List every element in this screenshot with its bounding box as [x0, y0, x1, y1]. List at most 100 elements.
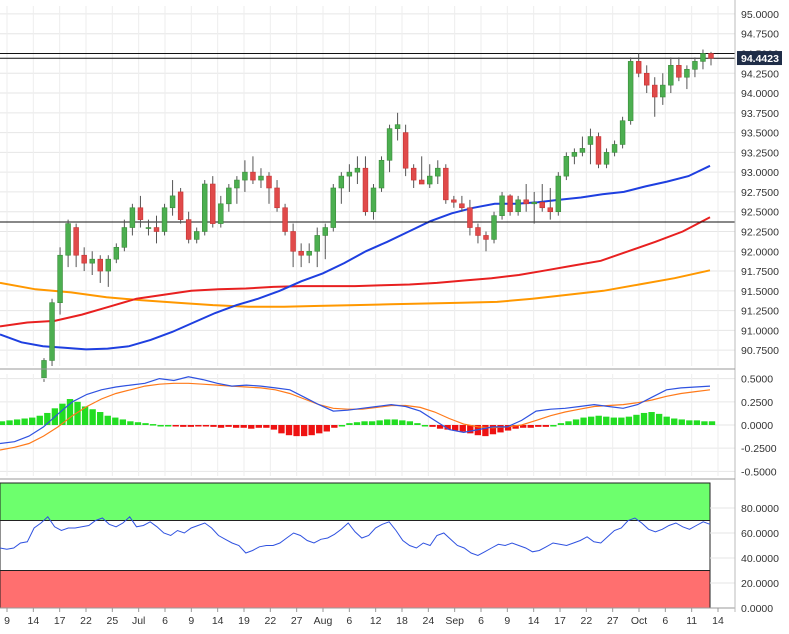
macd-histogram-bar: [535, 425, 542, 427]
candle: [515, 195, 521, 216]
rsi-y-axis: 80.0000 60.0000 40.0000 20.0000 0.0000: [741, 503, 779, 615]
macd-histogram-bar: [225, 425, 232, 427]
candle-body: [692, 61, 698, 70]
candle: [378, 156, 385, 192]
candle: [145, 219, 152, 236]
macd-histogram-bar: [467, 425, 474, 434]
candle: [619, 116, 626, 149]
x-tick-label: 27: [291, 615, 303, 627]
macd-histogram-bar: [572, 419, 580, 425]
macd-histogram-bar: [459, 425, 466, 432]
macd-histogram-bar: [323, 425, 330, 432]
candle: [660, 73, 666, 105]
macd-histogram-bar: [580, 417, 587, 425]
candle-body: [668, 65, 674, 86]
macd-tick-label: 0.5000: [741, 374, 773, 386]
candle-body: [483, 235, 489, 240]
macd-histogram-bar: [497, 425, 504, 433]
candle-body: [402, 132, 409, 169]
price-tick-label: 92.5000: [741, 207, 779, 219]
macd-histogram-bar: [74, 401, 81, 425]
macd-histogram-bar: [142, 423, 149, 425]
candle: [523, 184, 529, 212]
candle: [418, 156, 425, 185]
macd-histogram-bar: [180, 425, 187, 427]
macd-histogram-bar: [693, 420, 701, 425]
candle: [193, 227, 200, 244]
candle-body: [370, 187, 377, 213]
sma-50-line: [0, 164, 711, 351]
macd-histogram-bar: [406, 421, 414, 425]
candle-body: [619, 120, 626, 145]
candle: [177, 187, 184, 224]
rsi-value-line: [0, 516, 711, 557]
candle: [226, 184, 232, 212]
candle: [354, 156, 361, 185]
candle-body: [218, 203, 224, 224]
candle-body: [378, 159, 385, 189]
candle: [202, 180, 208, 236]
candle: [587, 128, 594, 165]
candle: [258, 168, 264, 188]
candle-body: [338, 175, 345, 189]
candle-body: [193, 231, 200, 240]
candle: [427, 164, 433, 188]
macd-histogram-bar: [603, 416, 610, 425]
macd-histogram-bar: [308, 425, 315, 436]
candle-body: [515, 199, 521, 213]
x-tick-label: 14: [212, 615, 224, 627]
macd-histogram-bar: [414, 423, 421, 425]
candle: [234, 176, 240, 204]
macd-histogram-bar: [353, 422, 361, 425]
macd-histogram-bar: [678, 419, 685, 425]
macd-histogram-bar: [331, 425, 338, 428]
rsi-tick-label: 40.0000: [741, 553, 779, 565]
x-tick-label: 25: [106, 615, 118, 627]
macd-tick-label: -0.2500: [741, 443, 777, 455]
macd-histogram-bar: [504, 425, 512, 431]
candle-body: [467, 207, 473, 228]
candle-body: [643, 72, 650, 86]
macd-histogram-bar: [300, 425, 308, 437]
macd-histogram-bar: [44, 412, 51, 425]
candle-body: [266, 175, 272, 189]
macd-histogram-bar: [157, 425, 164, 427]
price-tick-label: 91.2500: [741, 306, 779, 318]
candle: [266, 172, 272, 204]
candle-body: [185, 219, 192, 240]
x-tick-label: 14: [712, 615, 724, 627]
macd-histogram-bar: [663, 416, 670, 425]
macd-tick-label: -0.5000: [741, 466, 777, 478]
macd-tick-label: 0.2500: [741, 397, 773, 409]
candle: [708, 51, 714, 66]
candle: [322, 223, 328, 260]
macd-histogram-bar: [436, 425, 444, 429]
price-tick-label: 91.7500: [741, 266, 779, 278]
price-tick-label: 91.0000: [741, 325, 779, 337]
candle: [290, 223, 296, 268]
macd-histogram-bar: [708, 421, 716, 425]
x-tick-label: 27: [607, 615, 619, 627]
macd-histogram-bar: [89, 409, 96, 425]
candle-body: [258, 175, 264, 181]
macd-histogram-bar: [316, 425, 323, 434]
macd-histogram-bar: [293, 425, 300, 437]
candle-body: [362, 167, 369, 213]
price-tick-label: 93.7500: [741, 108, 779, 120]
candle-body: [202, 183, 208, 232]
candle: [274, 180, 280, 212]
candle-body: [410, 167, 417, 181]
price-tick-label: 94.2500: [741, 68, 779, 80]
price-tick-label: 95.0000: [741, 9, 779, 21]
price-tick-label: 92.0000: [741, 246, 779, 258]
candle: [362, 156, 369, 216]
macd-histogram-bar: [172, 425, 179, 427]
panel-frames: [0, 0, 736, 612]
x-axis: 9 14 17 22 25 Jul 6 9 14 19 22 27 Aug 6 12 18 24 Sep 6 9 14 1…: [0, 607, 735, 627]
candle-body: [539, 201, 545, 209]
candle: [531, 191, 537, 224]
candle-body: [57, 254, 63, 304]
candle-body: [660, 84, 666, 98]
macd-histogram-bar: [210, 425, 217, 427]
